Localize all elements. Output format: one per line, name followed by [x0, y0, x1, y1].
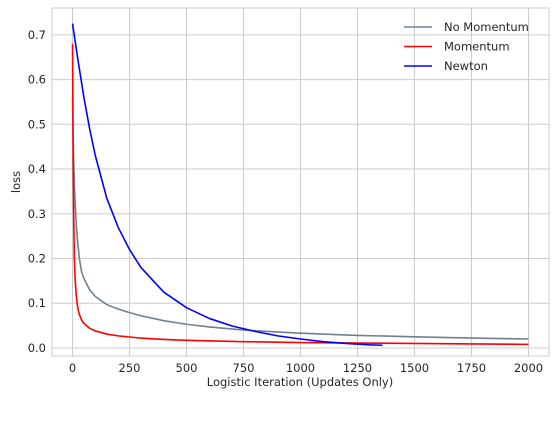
legend: No Momentum Momentum Newton: [404, 20, 529, 73]
y-tick-labels: 0.0 0.1 0.2 0.3 0.4 0.5 0.6 0.7: [28, 28, 46, 355]
y-tick-label: 0.5: [28, 117, 46, 131]
y-tick-label: 0.1: [28, 296, 46, 310]
y-tick-label: 0.6: [28, 73, 46, 87]
grid: [52, 8, 549, 356]
series-line-momentum: [71, 43, 529, 346]
series-lines: [71, 23, 529, 347]
series-line-newton: [71, 23, 383, 347]
y-tick-label: 0.7: [28, 28, 46, 42]
x-tick-label: 750: [233, 361, 255, 375]
x-tick-label: 500: [176, 361, 198, 375]
x-tick-label: 1000: [286, 361, 315, 375]
series-line-no-momentum: [71, 97, 529, 340]
legend-label: Momentum: [444, 40, 510, 54]
legend-label: No Momentum: [444, 20, 529, 34]
y-tick-label: 0.0: [28, 341, 46, 355]
x-tick-label: 1750: [457, 361, 486, 375]
x-tick-label: 0: [69, 361, 76, 375]
x-tick-label: 1250: [343, 361, 372, 375]
x-tick-labels: 0 250 500 750 1000 1250 1500 1750 2000: [69, 361, 543, 375]
y-tick-label: 0.2: [28, 251, 46, 265]
y-tick-label: 0.4: [28, 162, 46, 176]
x-tick-label: 2000: [514, 361, 543, 375]
y-axis-label: loss: [9, 171, 23, 193]
x-axis-label: Logistic Iteration (Updates Only): [207, 375, 393, 389]
x-tick-label: 1500: [400, 361, 429, 375]
legend-label: Newton: [444, 59, 488, 73]
y-tick-label: 0.3: [28, 207, 46, 221]
x-tick-label: 250: [119, 361, 141, 375]
